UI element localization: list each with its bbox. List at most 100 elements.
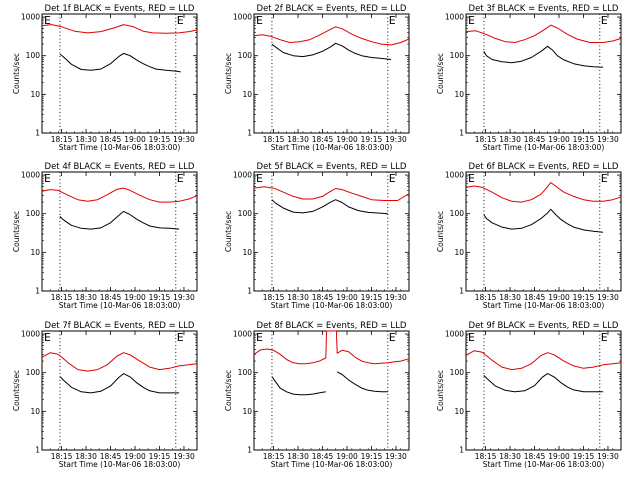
- y-tick-label: 10: [30, 90, 40, 99]
- x-tick-label: 19:00: [124, 135, 146, 144]
- x-axis-label: Start Time (10-Mar-06 18:03:00): [271, 460, 393, 469]
- x-tick-label: 18:45: [312, 452, 334, 461]
- x-tick-label: 18:30: [499, 293, 521, 302]
- lld-series-line: [253, 186, 410, 201]
- x-tick-label: 18:30: [499, 135, 521, 144]
- x-tick-label: 18:15: [475, 135, 497, 144]
- x-axis-label: Start Time (10-Mar-06 18:03:00): [483, 460, 605, 469]
- y-tick-label: 100: [238, 209, 253, 218]
- plot-frame: [465, 13, 622, 134]
- chart-title: Det 2f BLACK = Events, RED = LLD: [257, 4, 407, 14]
- detector-chart-1: Det 1f BLACK = Events, RED = LLD 1 10 100 10…: [12, 4, 198, 152]
- y-axis-label: Counts/sec: [12, 53, 21, 94]
- x-tick-label: 19:30: [385, 452, 407, 461]
- x-tick-label: 19:30: [385, 135, 407, 144]
- x-tick-label: 19:15: [361, 293, 383, 302]
- lld-series-line: [41, 187, 198, 203]
- detector-chart-4: Det 4f BLACK = Events, RED = LLD 1 10 100 10…: [12, 162, 198, 310]
- plot-frame: [465, 330, 622, 451]
- events-series-line: [483, 45, 604, 68]
- chart-title: Det 3f BLACK = Events, RED = LLD: [469, 4, 619, 14]
- x-tick-label: 19:30: [173, 135, 195, 144]
- y-tick-label: 1000: [21, 171, 40, 180]
- chart-title: Det 4f BLACK = Events, RED = LLD: [45, 162, 195, 172]
- x-tick-label: 18:15: [51, 135, 73, 144]
- lld-series-line: [253, 330, 410, 365]
- marker-label-start: E: [468, 172, 475, 185]
- y-tick-label: 100: [26, 368, 41, 377]
- plot-frame: [41, 171, 198, 292]
- y-axis-label: Counts/sec: [12, 370, 21, 411]
- x-axis-label: Start Time (10-Mar-06 18:03:00): [59, 143, 181, 152]
- x-tick-label: 19:00: [548, 452, 570, 461]
- lld-series-line: [465, 182, 622, 203]
- x-axis-label: Start Time (10-Mar-06 18:03:00): [59, 301, 181, 310]
- x-tick-label: 18:15: [475, 293, 497, 302]
- events-series-line: [483, 373, 604, 393]
- events-series-line: [271, 199, 388, 215]
- x-tick-label: 19:15: [573, 452, 595, 461]
- x-tick-label: 18:15: [51, 293, 73, 302]
- y-tick-label: 100: [238, 368, 253, 377]
- x-tick-label: 18:45: [312, 135, 334, 144]
- y-tick-label: 1: [247, 446, 252, 455]
- y-axis-label: Counts/sec: [224, 53, 233, 94]
- x-tick-label: 18:45: [524, 293, 546, 302]
- events-series-line: [483, 208, 604, 233]
- x-axis-label: Start Time (10-Mar-06 18:03:00): [483, 301, 605, 310]
- chart-title: Det 8f BLACK = Events, RED = LLD: [257, 321, 407, 331]
- x-tick-label: 18:30: [287, 452, 309, 461]
- x-tick-label: 18:30: [287, 135, 309, 144]
- y-tick-label: 1: [35, 129, 40, 138]
- marker-label-start: E: [256, 14, 263, 27]
- x-tick-label: 19:15: [149, 452, 171, 461]
- x-tick-label: 18:15: [263, 293, 285, 302]
- plot-frame: [41, 13, 198, 134]
- x-tick-label: 18:45: [524, 135, 546, 144]
- x-axis-label: Start Time (10-Mar-06 18:03:00): [271, 143, 393, 152]
- x-tick-label: 19:30: [173, 293, 195, 302]
- y-tick-label: 100: [450, 209, 465, 218]
- x-tick-label: 18:45: [100, 135, 122, 144]
- marker-label-end: E: [389, 331, 396, 344]
- chart-title: Det 7f BLACK = Events, RED = LLD: [45, 321, 195, 331]
- x-tick-label: 19:15: [573, 135, 595, 144]
- detector-chart-8: Det 8f BLACK = Events, RED = LLD 1 10 100 10…: [224, 321, 410, 469]
- plot-frame: [41, 330, 198, 451]
- x-axis-label: Start Time (10-Mar-06 18:03:00): [483, 143, 605, 152]
- y-tick-label: 1000: [233, 330, 252, 339]
- y-tick-label: 10: [242, 407, 252, 416]
- x-tick-label: 19:00: [548, 293, 570, 302]
- events-series-line: [59, 52, 181, 73]
- plot-frame: [253, 171, 410, 292]
- y-tick-label: 10: [242, 90, 252, 99]
- x-tick-label: 18:30: [499, 452, 521, 461]
- y-tick-label: 10: [30, 407, 40, 416]
- detector-chart-6: Det 6f BLACK = Events, RED = LLD 1 10 100 10…: [436, 162, 622, 310]
- y-tick-label: 100: [238, 51, 253, 60]
- x-tick-label: 19:15: [361, 135, 383, 144]
- detector-chart-5: Det 5f BLACK = Events, RED = LLD 1 10 100 10…: [224, 162, 410, 310]
- x-tick-label: 18:15: [263, 135, 285, 144]
- lld-series-line: [465, 24, 622, 43]
- x-tick-label: 18:45: [524, 452, 546, 461]
- lld-series-line: [253, 26, 410, 46]
- marker-label-start: E: [256, 172, 263, 185]
- x-tick-label: 19:15: [361, 452, 383, 461]
- y-axis-label: Counts/sec: [436, 211, 445, 252]
- detector-chart-9: Det 9f BLACK = Events, RED = LLD 1 10 100 10…: [436, 321, 622, 469]
- marker-label-start: E: [44, 14, 51, 27]
- y-tick-label: 1: [459, 287, 464, 296]
- x-tick-label: 19:00: [336, 293, 358, 302]
- y-tick-label: 10: [454, 248, 464, 257]
- y-tick-label: 1: [247, 129, 252, 138]
- x-tick-label: 19:15: [149, 293, 171, 302]
- x-tick-label: 19:15: [149, 135, 171, 144]
- x-tick-label: 19:00: [336, 452, 358, 461]
- x-tick-label: 19:00: [336, 135, 358, 144]
- y-tick-label: 1000: [233, 171, 252, 180]
- x-tick-label: 18:30: [75, 135, 97, 144]
- x-tick-label: 19:30: [385, 293, 407, 302]
- y-axis-label: Counts/sec: [12, 211, 21, 252]
